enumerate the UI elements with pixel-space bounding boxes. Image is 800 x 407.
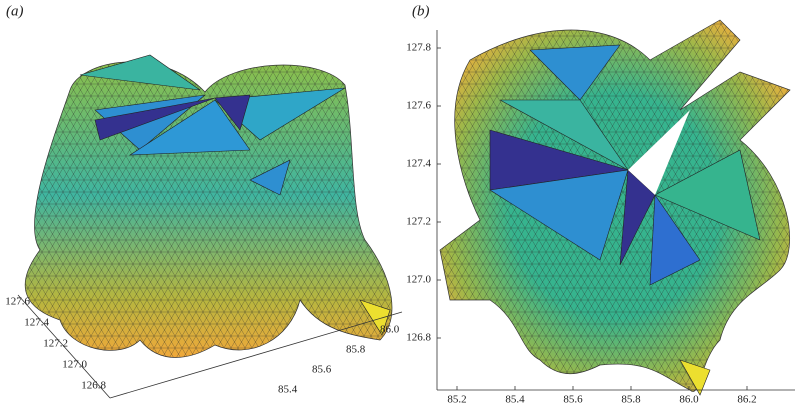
y-tick-label: 127.2 bbox=[406, 216, 431, 228]
x-tick-label: 85.6 bbox=[312, 364, 332, 376]
x-tick-label: 85.4 bbox=[505, 394, 525, 406]
x-tick-label: 86.0 bbox=[679, 394, 699, 406]
y-tick-label: 127.4 bbox=[24, 317, 49, 329]
x-tick-label: 86.0 bbox=[380, 324, 400, 336]
y-tick-label: 127.0 bbox=[406, 274, 431, 286]
x-tick-label: 86.2 bbox=[737, 394, 756, 406]
y-tick-label: 127.4 bbox=[406, 158, 431, 170]
y-tick-label: 127.6 bbox=[406, 100, 431, 112]
y-tick-label: 127.6 bbox=[5, 296, 30, 308]
panel-label: (b) bbox=[412, 3, 430, 19]
panel-a-axes bbox=[17, 294, 403, 399]
y-tick-label: 127.0 bbox=[62, 359, 87, 371]
panel-a-mesh bbox=[24, 54, 393, 358]
y-tick-label: 126.8 bbox=[406, 332, 431, 344]
x-tick-label: 85.2 bbox=[447, 394, 466, 406]
x-tick-label: 85.8 bbox=[346, 344, 366, 356]
y-tick-label: 127.8 bbox=[406, 42, 431, 54]
x-tick-label: 85.6 bbox=[563, 394, 583, 406]
y-tick-label: 126.8 bbox=[81, 380, 106, 392]
y-tick-label: 127.2 bbox=[43, 338, 68, 350]
x-tick-label: 85.4 bbox=[278, 384, 298, 396]
panel-label: (a) bbox=[6, 3, 24, 19]
panel-b-axes bbox=[436, 30, 795, 391]
x-tick-label: 85.8 bbox=[621, 394, 641, 406]
panel-b-mesh bbox=[439, 19, 791, 396]
